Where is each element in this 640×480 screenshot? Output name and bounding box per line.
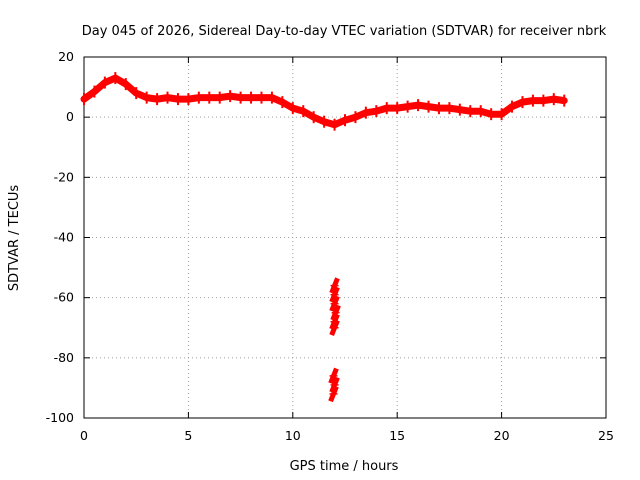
x-tick-label: 5	[184, 428, 192, 443]
y-tick-label: -60	[54, 290, 74, 305]
y-tick-label: 0	[66, 109, 74, 124]
axis-ticks: 0 5 10 15 20 25 20 0 -20 -40 -60 -80 -100	[46, 49, 614, 443]
x-tick-label: 0	[80, 428, 88, 443]
x-tick-label: 10	[285, 428, 301, 443]
chart-title: Day 045 of 2026, Sidereal Day-to-day VTE…	[82, 24, 607, 39]
y-axis-label: SDTVAR / TECUs	[7, 185, 22, 292]
y-tick-label: -40	[54, 230, 74, 245]
y-tick-label: -80	[54, 350, 74, 365]
y-tick-label: -20	[54, 169, 74, 184]
x-tick-label: 15	[389, 428, 405, 443]
y-tick-label: 20	[58, 49, 74, 64]
series-layer	[80, 72, 568, 403]
x-axis-label: GPS time / hours	[290, 459, 399, 474]
x-tick-label: 25	[598, 428, 614, 443]
y-tick-label: -100	[46, 410, 74, 425]
grid	[84, 57, 606, 418]
x-tick-label: 20	[494, 428, 510, 443]
